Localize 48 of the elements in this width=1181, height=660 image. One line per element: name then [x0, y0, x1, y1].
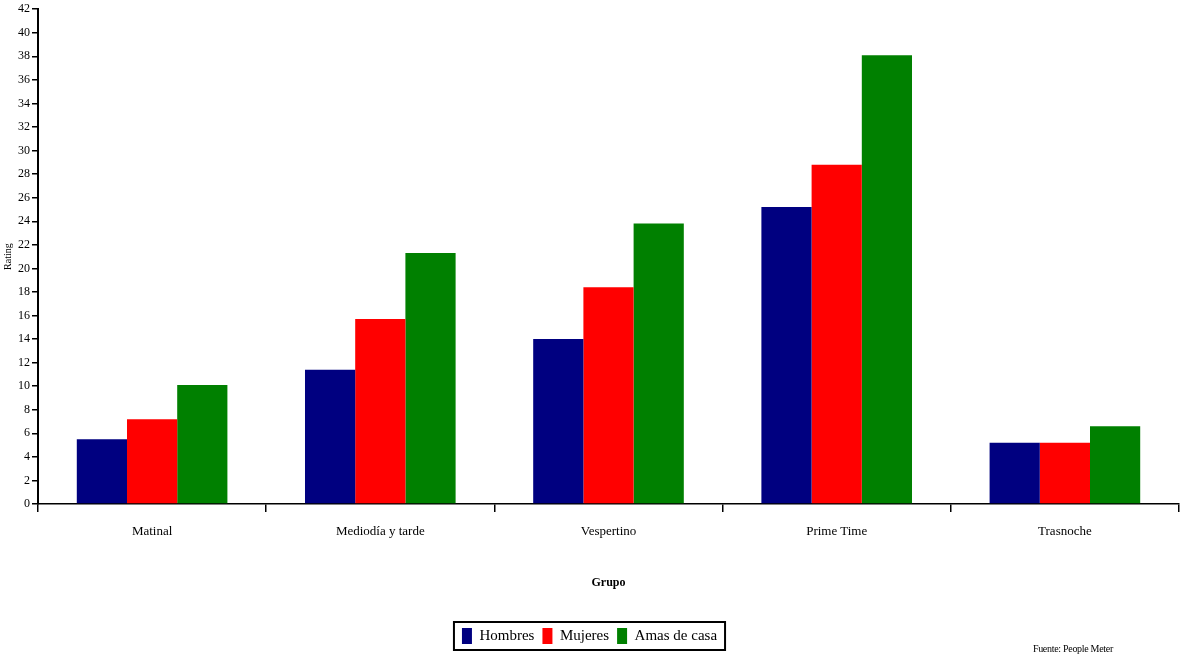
y-tick-label: 42 [18, 1, 30, 16]
bar [405, 253, 456, 504]
bar [177, 385, 228, 504]
y-tick-label: 18 [18, 284, 30, 299]
x-tick-label: Matinal [131, 523, 173, 539]
y-tick-label: 24 [18, 213, 30, 228]
source-note: Fuente: People Meter [1032, 643, 1113, 654]
bar [355, 319, 406, 504]
legend-label: Hombres [479, 626, 535, 643]
legend-label: Amas de casa [634, 626, 718, 643]
bar [861, 55, 913, 504]
x-tick-label: Trasnoche [1038, 523, 1092, 539]
y-tick-label: 2 [24, 472, 30, 487]
y-tick-label: 26 [18, 189, 30, 204]
x-tick-label: Mediodía y tarde [335, 523, 425, 539]
bar [1090, 426, 1141, 504]
y-axis-title: Rating [1, 243, 13, 270]
y-tick-label: 30 [18, 142, 30, 157]
y-tick-label: 22 [18, 236, 30, 251]
y-tick-label: 8 [24, 401, 30, 416]
bar [76, 439, 127, 504]
x-axis-title: Grupo [591, 574, 626, 589]
y-tick-label: 10 [18, 378, 30, 393]
y-tick-label: 20 [18, 260, 30, 275]
x-tick-label: Prime Time [806, 523, 868, 539]
bar [1039, 442, 1090, 504]
bar [633, 223, 684, 504]
y-tick-label: 36 [18, 72, 30, 87]
legend-label: Mujeres [559, 626, 610, 643]
bar [761, 207, 812, 504]
bar [811, 164, 862, 504]
y-tick-label: 38 [18, 48, 30, 63]
y-tick-label: 40 [18, 24, 30, 39]
y-tick-label: 28 [18, 166, 30, 181]
y-tick-label: 32 [18, 119, 30, 134]
bar [533, 339, 584, 504]
y-tick-label: 16 [18, 307, 30, 322]
bar [989, 442, 1040, 504]
bar [583, 287, 634, 504]
y-tick-label: 0 [24, 496, 30, 511]
bar [304, 369, 356, 504]
y-tick-label: 34 [18, 95, 30, 110]
bar [127, 419, 178, 504]
y-tick-label: 14 [18, 331, 30, 346]
y-tick-label: 12 [18, 354, 30, 369]
y-tick-label: 6 [24, 425, 30, 440]
y-tick-label: 4 [24, 449, 30, 464]
x-tick-label: Vespertino [580, 523, 637, 539]
